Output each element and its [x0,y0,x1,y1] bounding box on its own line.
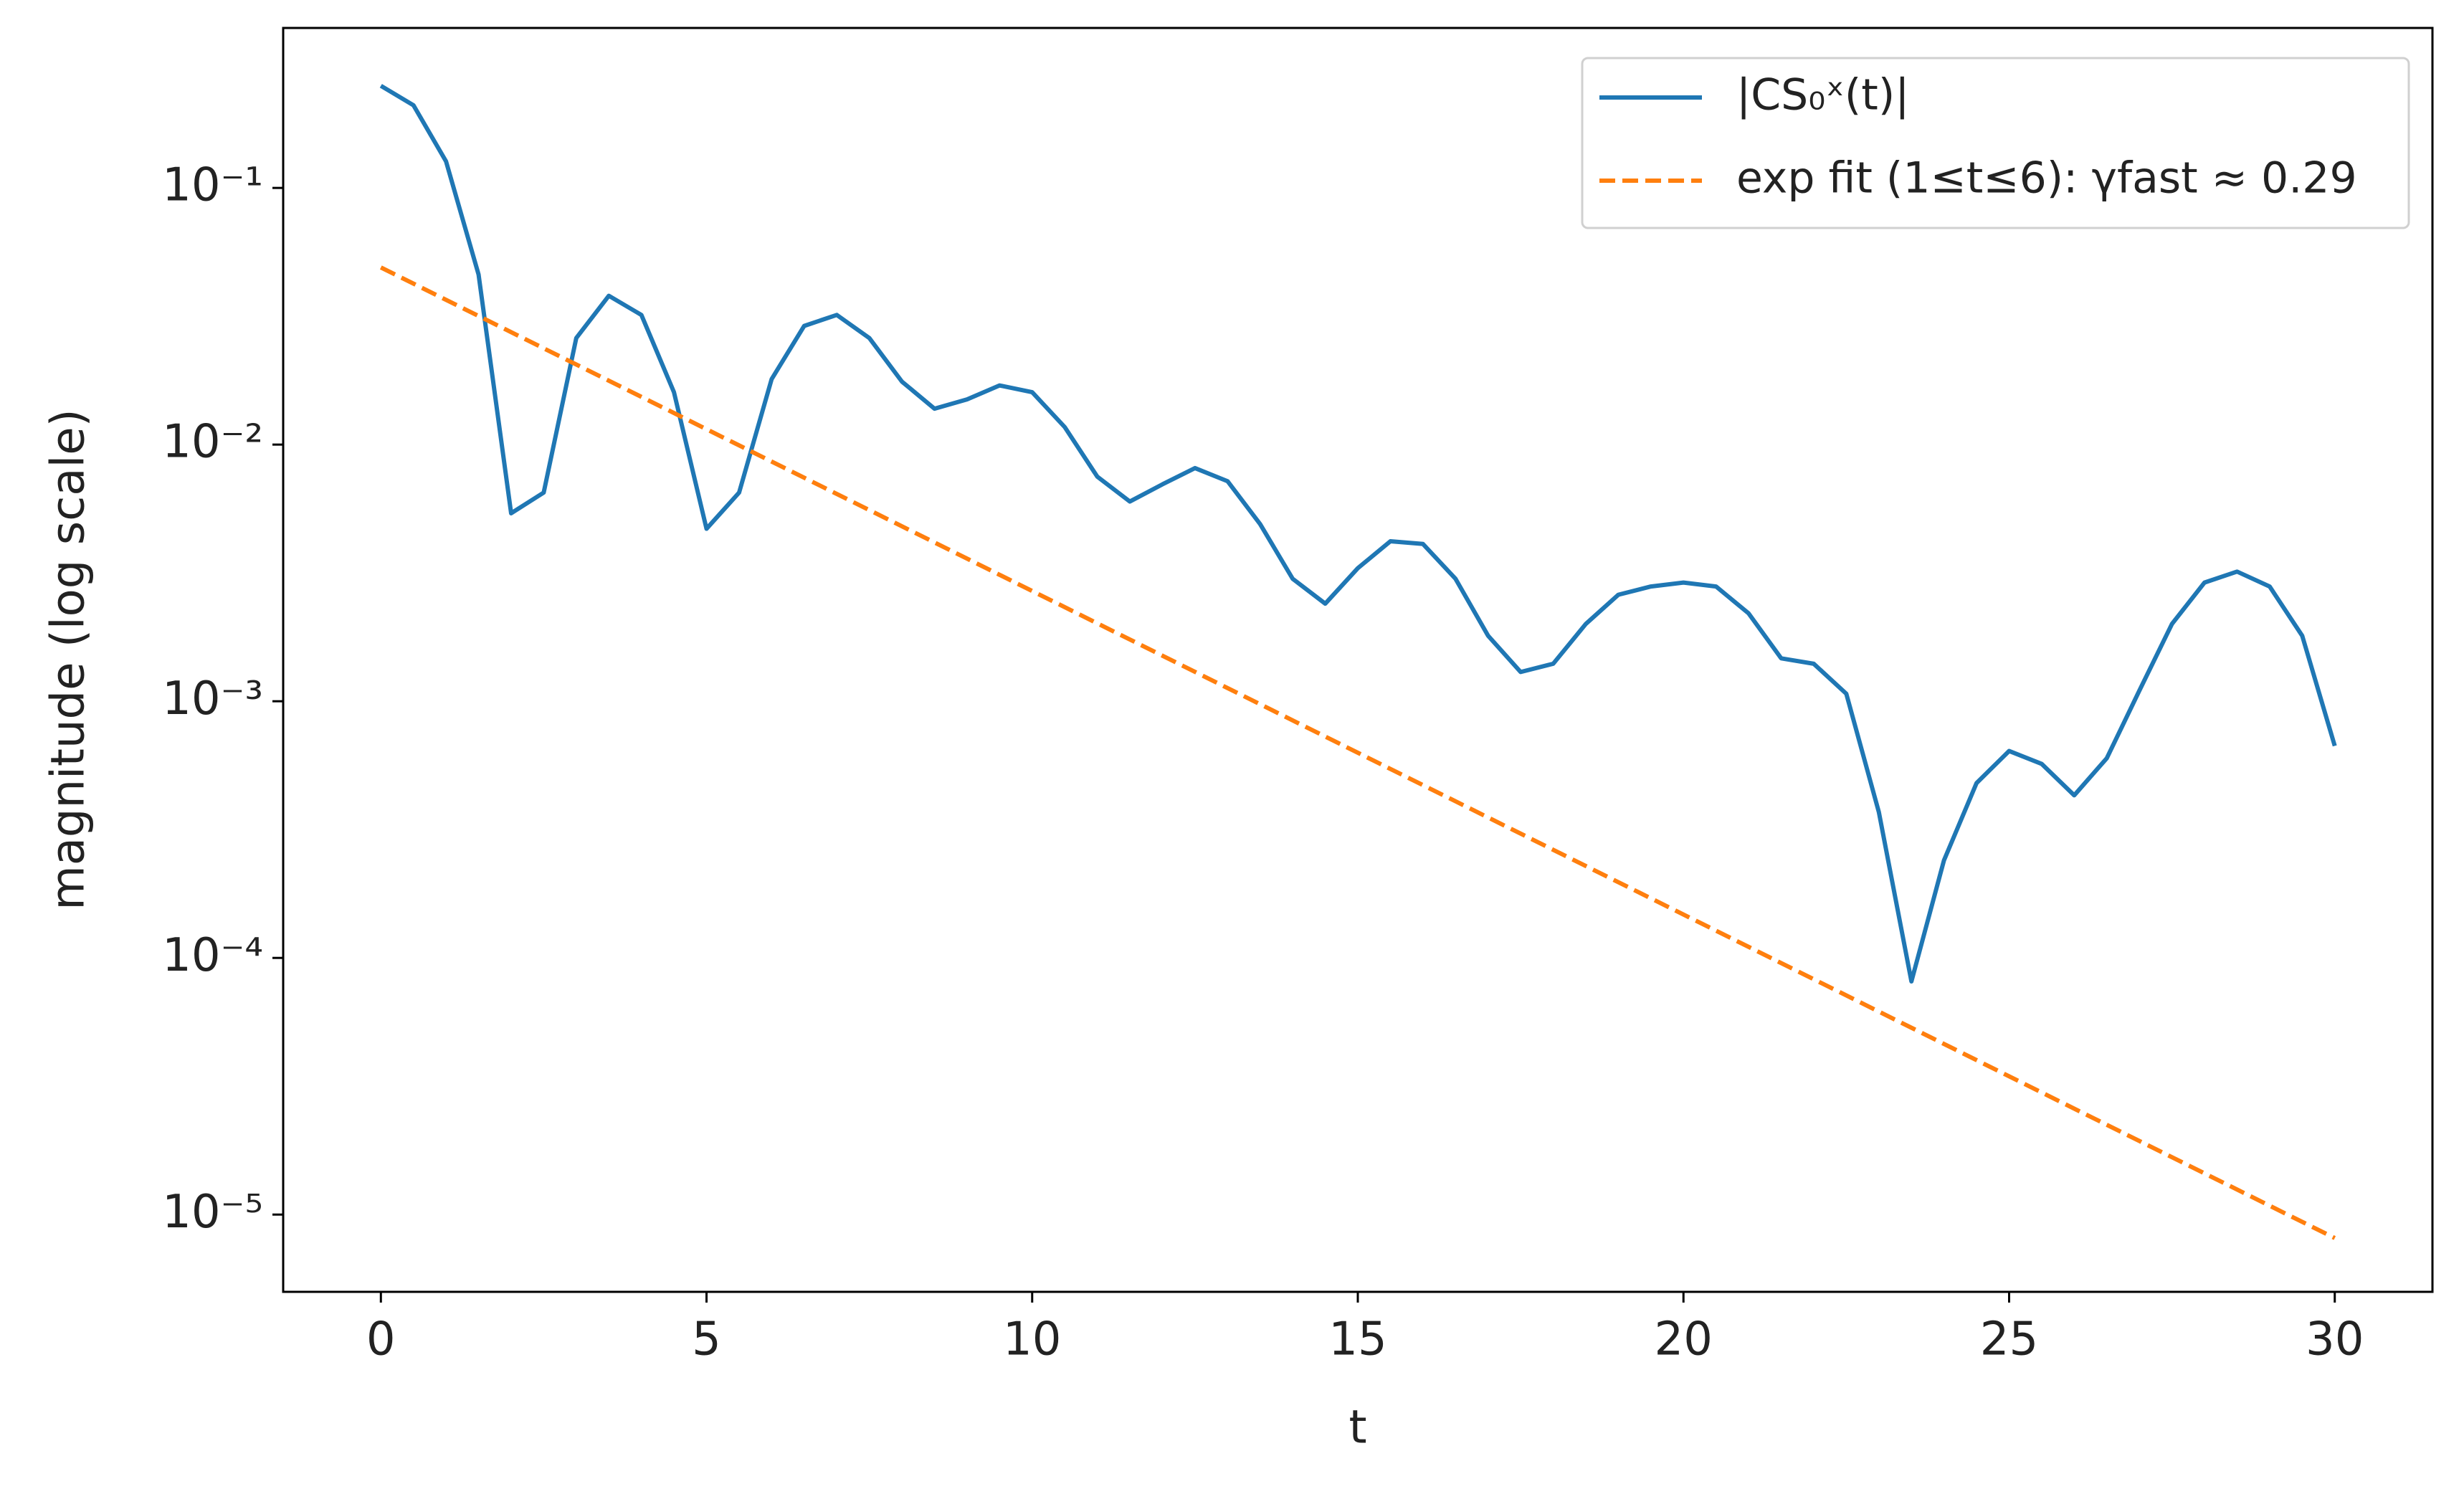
series-line [379,265,2336,1240]
plot-frame [282,27,2434,1293]
y-tick-label: 10⁻⁵ [162,1186,263,1239]
y-tick-label: 10⁻³ [162,672,263,725]
y-axis-label: magnitude (log scale) [42,409,95,910]
x-tick-label: 0 [366,1313,396,1366]
legend-label: exp fit (1≤t≤6): γfast ≈ 0.29 [1736,153,2357,204]
x-tick-label: 15 [1328,1313,1386,1366]
y-tick-label: 10⁻⁴ [162,929,263,982]
y-tick-label: 10⁻¹ [162,159,263,212]
x-tick-label: 20 [1655,1313,1713,1366]
x-tick-label: 10 [1003,1313,1061,1366]
x-tick-label: 5 [692,1313,721,1366]
legend-label: |CS₀ˣ(t)| [1736,70,1909,120]
x-tick-label: 25 [1980,1313,2038,1366]
x-tick-label: 30 [2306,1313,2364,1366]
series-line [379,84,2337,984]
legend-box [1581,57,2410,229]
x-axis-label: t [1348,1402,1366,1455]
y-tick-label: 10⁻² [162,416,263,469]
